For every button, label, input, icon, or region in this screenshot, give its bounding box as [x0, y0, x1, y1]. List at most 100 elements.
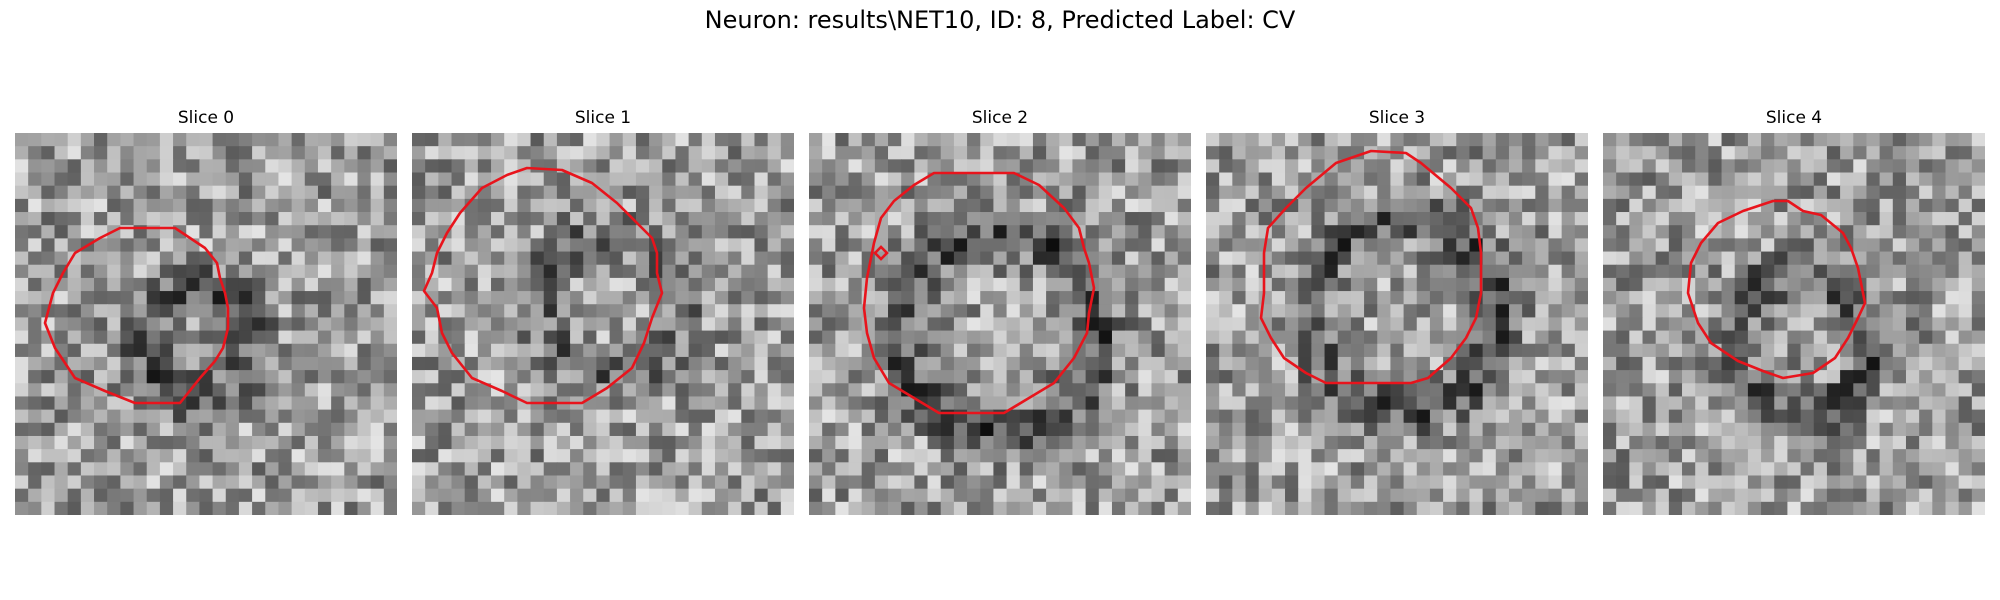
pixel — [1324, 317, 1339, 332]
pixel — [714, 356, 729, 371]
pixel — [1813, 225, 1828, 239]
pixel — [199, 185, 214, 200]
pixel — [1456, 422, 1471, 437]
pixel — [1761, 172, 1775, 187]
pixel — [1072, 383, 1087, 398]
pixel — [1364, 383, 1378, 398]
pixel — [491, 133, 505, 147]
pixel — [1072, 501, 1087, 515]
pixel — [357, 501, 372, 515]
pixel — [1125, 146, 1139, 160]
pixel — [1377, 133, 1392, 147]
pixel — [1853, 475, 1868, 490]
pixel — [252, 343, 266, 358]
pixel — [967, 383, 981, 398]
pixel — [675, 277, 690, 292]
pixel — [344, 409, 359, 424]
pixel — [1826, 146, 1841, 160]
pixel — [291, 396, 306, 411]
pixel — [517, 409, 532, 424]
pixel — [993, 212, 1008, 226]
pixel — [822, 462, 836, 477]
pixel — [967, 251, 981, 266]
pixel — [94, 475, 108, 490]
pixel — [1443, 449, 1457, 463]
pixel — [967, 185, 981, 200]
pixel — [848, 277, 863, 292]
pixel — [1416, 462, 1431, 477]
pixel — [993, 330, 1008, 345]
pixel — [133, 212, 148, 226]
pixel — [1761, 264, 1775, 279]
pixel — [80, 396, 95, 411]
pixel — [1138, 198, 1153, 213]
pixel — [530, 304, 545, 319]
pixel — [622, 212, 637, 226]
pixel — [1655, 291, 1670, 305]
pixel — [370, 488, 385, 503]
pixel — [120, 198, 135, 213]
pixel — [1548, 488, 1563, 503]
pixel — [1616, 251, 1630, 266]
pixel — [1416, 172, 1431, 187]
pixel — [714, 422, 729, 437]
pixel — [331, 330, 345, 345]
pixel — [1892, 238, 1907, 253]
pixel — [1072, 304, 1087, 319]
pixel — [1721, 383, 1736, 398]
pixel — [1085, 198, 1100, 213]
pixel — [477, 238, 492, 253]
pixel — [1111, 133, 1126, 147]
pixel — [438, 370, 453, 384]
pixel — [107, 356, 121, 371]
pixel — [1668, 370, 1683, 384]
pixel — [1826, 251, 1841, 266]
pixel — [1734, 291, 1749, 305]
pixel — [1019, 185, 1034, 200]
pixel — [701, 449, 716, 463]
pixel — [1548, 172, 1563, 187]
pixel — [1416, 488, 1431, 503]
pixel — [1603, 343, 1617, 358]
pixel — [967, 396, 981, 411]
pixel — [94, 462, 108, 477]
pixel — [596, 212, 611, 226]
pixel — [1522, 159, 1536, 174]
pixel — [953, 343, 968, 358]
pixel — [609, 146, 624, 160]
pixel — [438, 198, 453, 213]
pixel — [1403, 185, 1418, 200]
pixel — [809, 225, 823, 239]
pixel — [80, 317, 95, 332]
pixel — [835, 488, 850, 503]
pixel — [1879, 330, 1894, 345]
pixel — [609, 317, 624, 332]
pixel — [1032, 238, 1047, 253]
pixel — [1285, 409, 1299, 424]
pixel — [622, 409, 637, 424]
pixel — [1151, 343, 1166, 358]
pixel — [41, 198, 56, 213]
pixel — [1219, 133, 1233, 147]
pixel — [1482, 396, 1497, 411]
pixel — [543, 251, 558, 266]
pixel — [451, 225, 466, 239]
pixel — [688, 225, 703, 239]
pixel — [809, 462, 823, 477]
pixel — [809, 264, 823, 279]
pixel — [953, 304, 968, 319]
pixel — [265, 343, 280, 358]
pixel — [780, 383, 794, 398]
pixel — [1059, 277, 1074, 292]
pixel — [1919, 225, 1933, 239]
pixel — [1682, 238, 1696, 253]
pixel — [1111, 251, 1126, 266]
pixel — [107, 251, 121, 266]
pixel — [530, 370, 545, 384]
pixel — [1561, 409, 1576, 424]
pixel — [1125, 475, 1139, 490]
pixel — [1245, 475, 1260, 490]
pixel — [80, 133, 95, 147]
pixel — [1522, 212, 1536, 226]
pixel — [1403, 409, 1418, 424]
